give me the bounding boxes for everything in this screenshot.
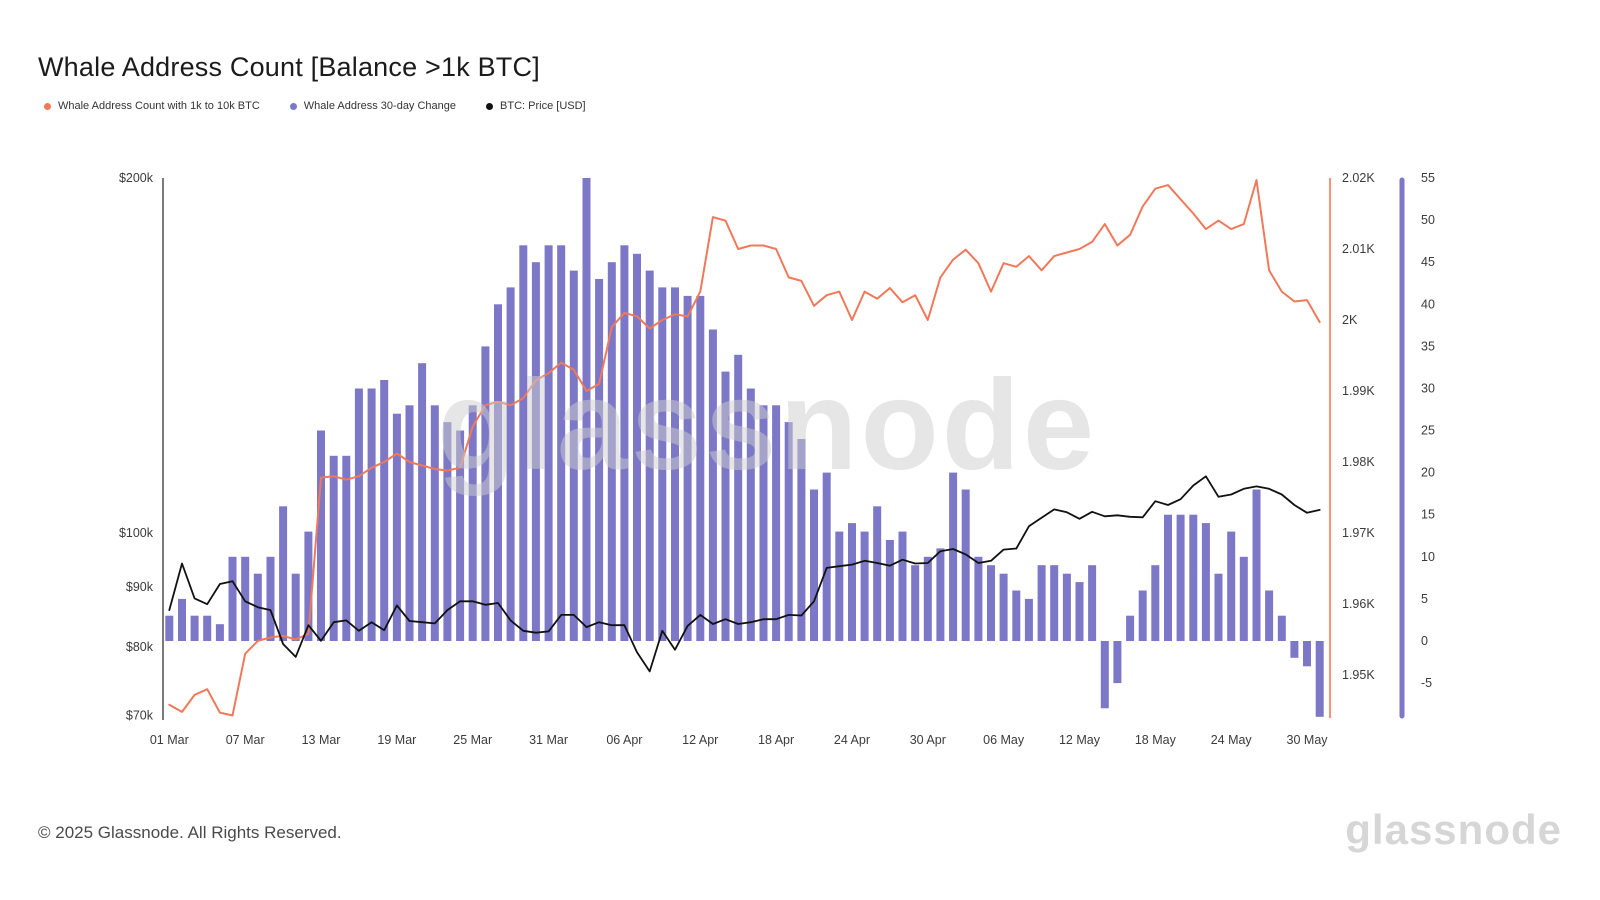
glassnode-logo-text: glassnode	[1345, 806, 1562, 853]
change-bars	[165, 178, 1324, 717]
count-tick-label: 2.01K	[1342, 242, 1375, 256]
x-tick-label: 18 Apr	[758, 733, 794, 747]
change-legend-dot	[289, 102, 297, 110]
count-tick-label: 1.97K	[1342, 526, 1375, 540]
x-tick-label: 13 Mar	[302, 733, 341, 747]
x-tick-label: 30 May	[1287, 733, 1329, 747]
x-tick-label: 24 May	[1211, 733, 1253, 747]
count-tick-label: 1.96K	[1342, 597, 1375, 611]
legend-item-whale-count[interactable]: Whale Address Count with 1k to 10k BTC	[44, 100, 260, 112]
price-tick-label: $90k	[126, 580, 154, 594]
legend-item-30d-change[interactable]: Whale Address 30-day Change	[289, 100, 457, 112]
x-tick-label: 07 Mar	[226, 733, 265, 747]
change-tick-label: 40	[1421, 297, 1435, 311]
x-tick-label: 01 Mar	[150, 733, 189, 747]
count-tick-label: 1.95K	[1342, 668, 1375, 682]
x-tick-label: 25 Mar	[453, 733, 492, 747]
price-tick-label: $200k	[119, 171, 154, 185]
change-tick-label: 5	[1421, 592, 1428, 606]
price-tick-label: $70k	[126, 709, 154, 723]
change-tick-label: 0	[1421, 634, 1428, 648]
change-tick-label: 45	[1421, 255, 1435, 269]
legend-label: Whale Address 30-day Change	[303, 100, 457, 112]
price-tick-label: $80k	[126, 640, 154, 654]
legend-label: BTC: Price [USD]	[500, 100, 586, 112]
price-tick-label: $100k	[119, 526, 154, 540]
legend-label: Whale Address Count with 1k to 10k BTC	[58, 100, 260, 112]
change-tick-label: 30	[1421, 381, 1435, 395]
x-tick-label: 12 Apr	[682, 733, 718, 747]
count-tick-label: 2.02K	[1342, 171, 1375, 185]
count-line	[168, 179, 1321, 717]
price-line	[168, 475, 1321, 673]
x-tick-label: 19 Mar	[377, 733, 416, 747]
btc-price-legend-dot	[486, 102, 494, 110]
page-title: Whale Address Count [Balance >1k BTC]	[38, 52, 540, 83]
change-tick-label: 35	[1421, 339, 1435, 353]
x-tick-label: 24 Apr	[834, 733, 870, 747]
change-tick-label: 15	[1421, 508, 1435, 522]
x-tick-label: 31 Mar	[529, 733, 568, 747]
x-tick-label: 06 May	[983, 733, 1025, 747]
x-tick-label: 30 Apr	[910, 733, 946, 747]
legend-item-btc-price[interactable]: BTC: Price [USD]	[486, 100, 586, 112]
change-tick-label: 10	[1421, 550, 1435, 564]
whale-count-legend-dot	[44, 102, 51, 110]
count-tick-label: 2K	[1342, 313, 1358, 327]
legend: Whale Address Count with 1k to 10k BTC W…	[44, 100, 586, 112]
count-tick-label: 1.98K	[1342, 455, 1375, 469]
change-tick-label: 25	[1421, 424, 1435, 438]
copyright-text: © 2025 Glassnode. All Rights Reserved.	[38, 823, 342, 842]
x-tick-label: 06 Apr	[606, 733, 642, 747]
change-tick-label: 50	[1421, 213, 1435, 227]
x-tick-label: 18 May	[1135, 733, 1177, 747]
count-tick-label: 1.99K	[1342, 384, 1375, 398]
x-tick-label: 12 May	[1059, 733, 1101, 747]
change-tick-label: -5	[1421, 676, 1432, 690]
change-tick-label: 55	[1421, 171, 1435, 185]
change-tick-label: 20	[1421, 466, 1435, 480]
